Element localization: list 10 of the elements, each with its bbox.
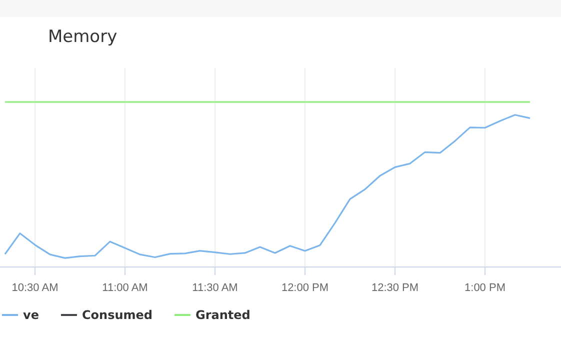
legend-label: ve	[23, 308, 39, 322]
x-tick-label: 10:30 AM	[12, 282, 58, 294]
x-tick-label: 11:30 AM	[192, 282, 238, 294]
x-tick-label: 12:30 PM	[371, 282, 419, 294]
x-tick-label: 11:00 AM	[102, 282, 148, 294]
x-tick-label: 12:00 PM	[281, 282, 329, 294]
x-tick-label: 1:00 PM	[464, 282, 506, 294]
chart-title: Memory	[48, 27, 118, 47]
legend-label: Consumed	[82, 308, 152, 322]
legend-label: Granted	[195, 308, 250, 322]
